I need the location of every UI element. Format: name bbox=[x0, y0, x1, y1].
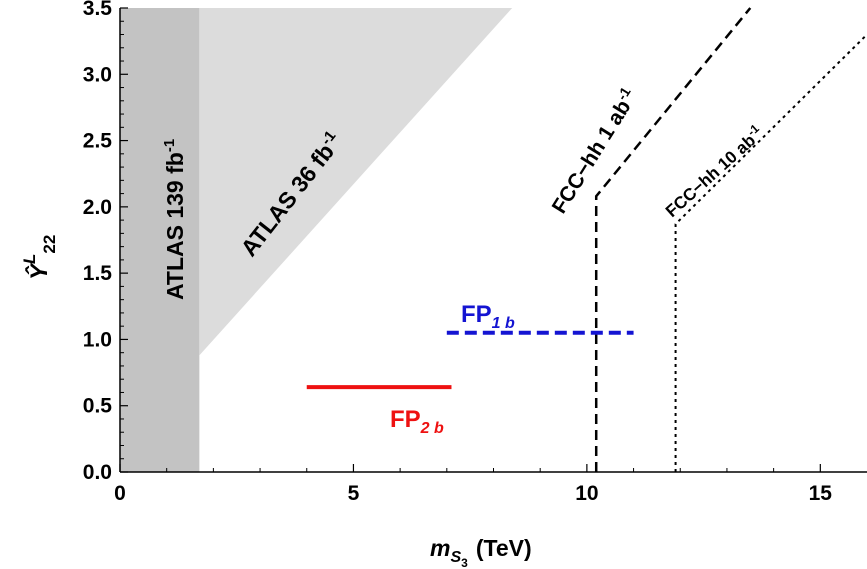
x-tick-label: 10 bbox=[575, 482, 598, 505]
x-tick-label: 5 bbox=[348, 482, 360, 505]
projection-line-0 bbox=[594, 7, 752, 472]
y-tick-label: 3.5 bbox=[83, 0, 113, 20]
excluded-region-0 bbox=[120, 8, 200, 472]
fp2b-label: FP2 b bbox=[390, 406, 444, 437]
projection-lines bbox=[594, 7, 867, 472]
y-axis-label: ŶL22 bbox=[20, 235, 59, 280]
axis-ticks: 0 5 10 15 0.0 0.5 1.0 1.5 2.0 2.5 3.0 3.5 bbox=[83, 0, 833, 505]
excluded-regions bbox=[120, 8, 513, 472]
projection-line-1 bbox=[674, 33, 867, 472]
x-axis-label: mS3(TeV) bbox=[430, 535, 532, 569]
y-tick-label: 2.0 bbox=[83, 196, 112, 219]
y-tick-label: 1.0 bbox=[83, 328, 112, 351]
excluded-region-1 bbox=[199, 8, 513, 356]
y-tick-label: 2.5 bbox=[83, 130, 113, 153]
y-tick-label: 3.0 bbox=[83, 63, 112, 86]
benchmark-lines bbox=[306, 330, 634, 390]
y-tick-label: 0.0 bbox=[83, 461, 112, 484]
fp1b-label: FP1 b bbox=[461, 301, 515, 332]
x-tick-label: 15 bbox=[809, 482, 833, 505]
fcc-hh-10ab-label: FCC−hh 10 ab-1 bbox=[660, 121, 767, 221]
fcc-hh-1ab-label: FCC−hh 1 ab-1 bbox=[545, 84, 642, 218]
y-tick-label: 1.5 bbox=[83, 262, 113, 285]
x-tick-label: 0 bbox=[114, 482, 126, 505]
y-tick-label: 0.5 bbox=[83, 395, 113, 418]
atlas-139-label: ATLAS 139 fb-1 bbox=[161, 139, 188, 300]
